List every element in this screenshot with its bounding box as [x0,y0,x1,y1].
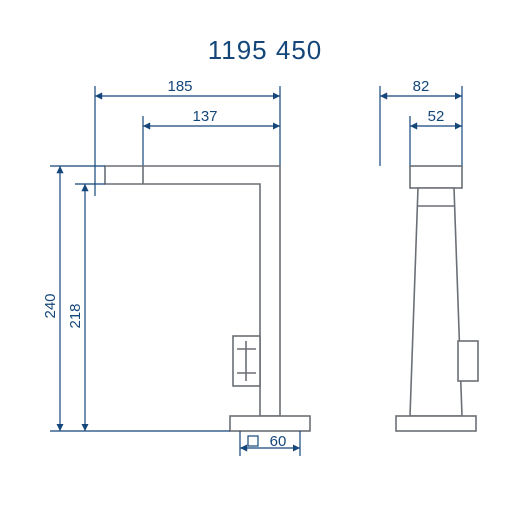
technical-drawing: 185 137 240 218 60 [30,66,500,496]
dim-240: 240 [42,293,59,318]
base-side [396,416,476,431]
dim-185: 185 [167,78,192,95]
dim-218: 218 [67,303,84,328]
dim-60: 60 [270,433,287,450]
handle-side [458,341,478,381]
base-front [230,416,310,431]
spout-side [410,166,462,188]
handle-front [233,336,260,386]
front-view: 185 137 240 218 60 [42,78,310,456]
dim-137: 137 [192,108,217,125]
column-side [410,188,462,416]
dim-52: 52 [428,108,445,125]
product-number: 1195 450 [0,0,530,66]
side-view: 82 52 [380,78,478,431]
dim-82: 82 [413,78,430,95]
